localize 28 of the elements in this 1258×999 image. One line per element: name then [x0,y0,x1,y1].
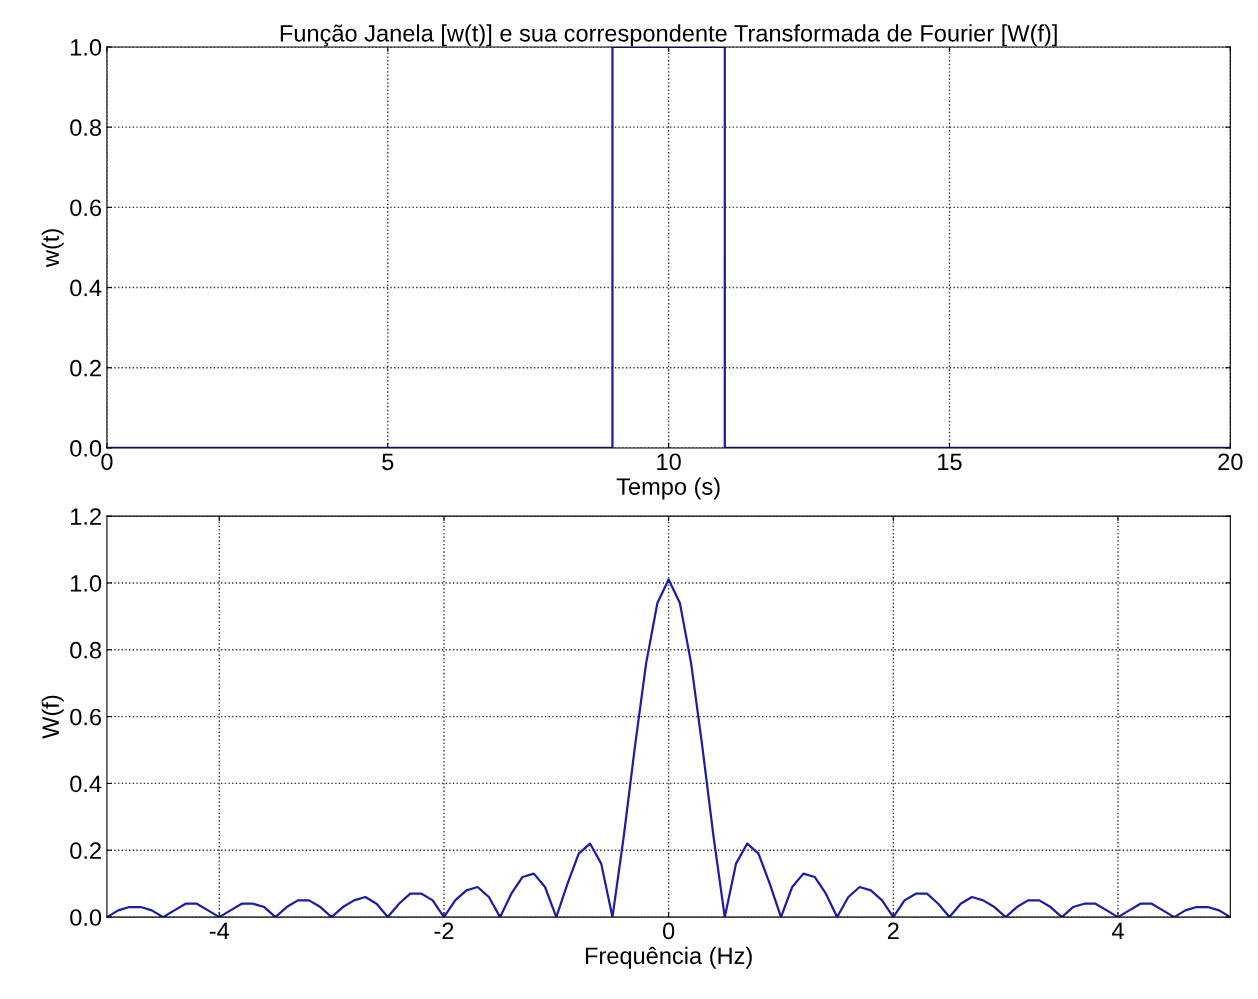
y-axis-title: W(f) [41,695,64,739]
y-tick-label: 0.2 [70,359,101,377]
y-tick-label: 0.8 [70,641,102,659]
y-axis-title: w(t) [41,229,64,268]
x-tick-label: 4 [1111,922,1124,940]
x-tick-label: 0 [101,453,113,471]
x-tick-label: 15 [938,453,962,471]
y-tick-label: 0.2 [70,842,101,860]
x-tick-label: 10 [657,453,681,471]
x-tick-label: 20 [1218,453,1243,471]
x-tick-label: -2 [434,922,454,940]
x-tick-label: 5 [382,453,394,471]
y-tick-label: 1.0 [71,575,102,592]
y-tick-label: 0.4 [70,279,102,297]
chart-title: Função Janela [w(t)] e sua correspondente Transformada de Fourier [W(f)] [280,24,1057,47]
x-tick-label: -4 [209,922,230,940]
x-tick-label: 0 [662,922,675,940]
y-tick-label: 1.0 [71,39,102,56]
y-tick-label: 0.6 [70,199,102,217]
x-axis-title: Frequência (Hz) [585,946,752,969]
x-tick-label: 2 [887,922,899,940]
y-tick-label: 1.2 [71,508,101,525]
x-axis-title: Tempo (s) [616,477,720,500]
y-tick-label: 0.0 [70,440,102,457]
y-tick-label: 0.8 [70,119,102,136]
y-tick-label: 0.6 [70,708,102,726]
y-tick-label: 0.4 [70,775,102,793]
y-tick-label: 0.0 [70,909,102,926]
